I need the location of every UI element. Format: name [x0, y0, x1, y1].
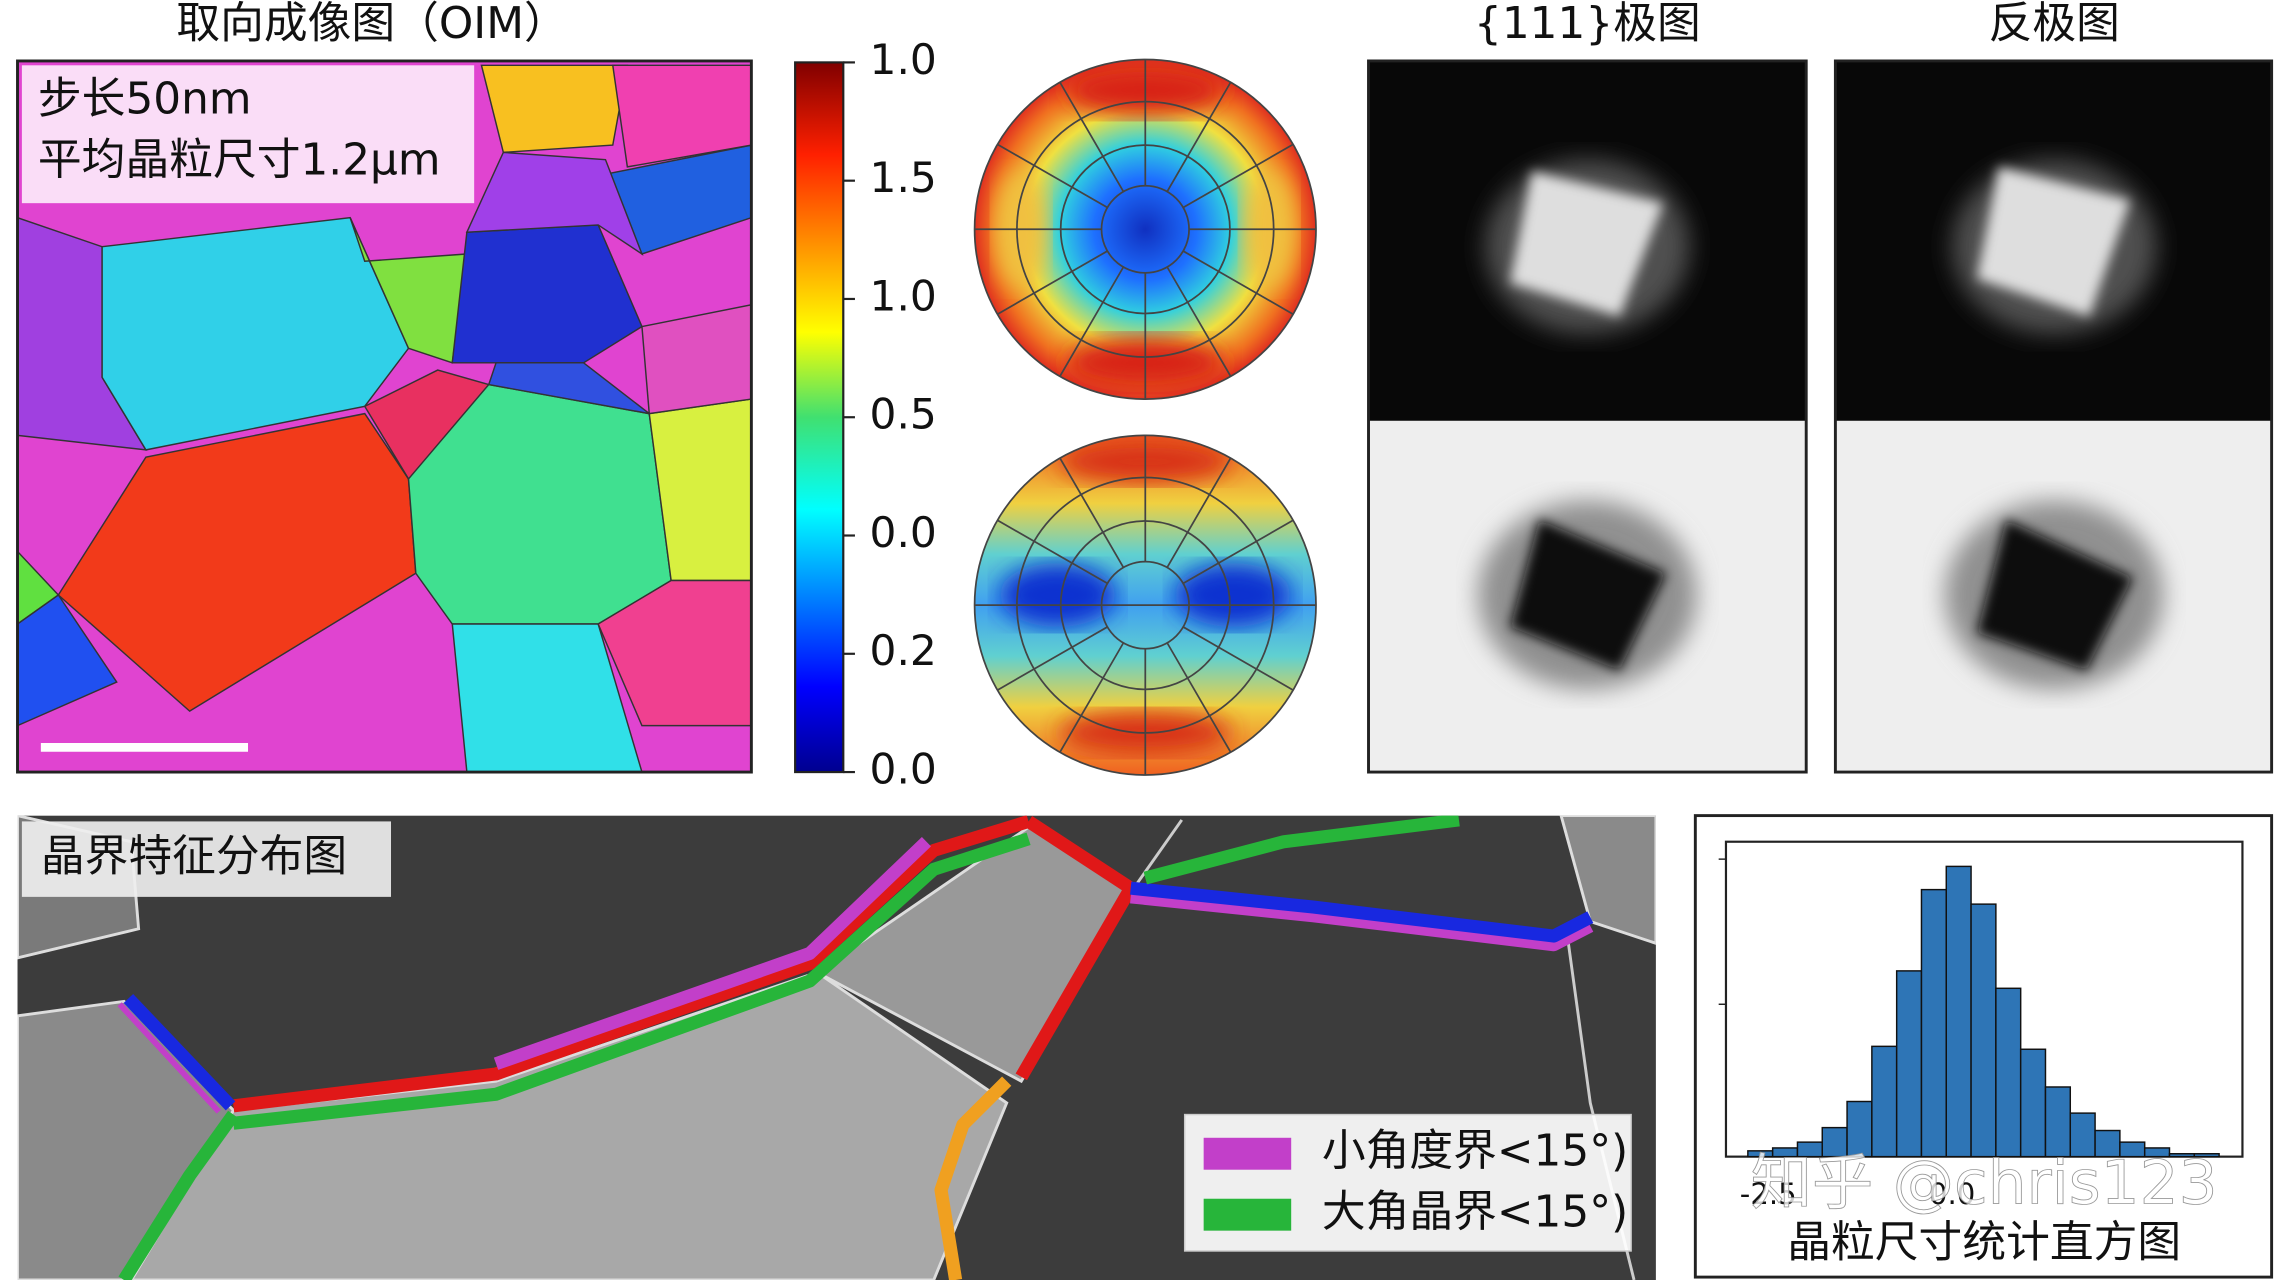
- grid-spoke: [1182, 250, 1294, 315]
- pole-images: [1367, 59, 2274, 774]
- histogram-bar: [2044, 1086, 2072, 1158]
- histogram-bar: [2069, 1112, 2096, 1158]
- oim-label: 平均晶粒尺寸1.2μm: [38, 135, 441, 186]
- histogram-bar: [1920, 888, 1948, 1158]
- pole-figure-title: {111}极图: [1474, 0, 1701, 49]
- legend-swatch: [1203, 1198, 1292, 1231]
- boundary-title: 晶界特征分布图: [41, 831, 347, 882]
- legend-swatch: [1203, 1137, 1292, 1170]
- histogram-bar: [1846, 1100, 1873, 1158]
- histogram-bar: [1945, 865, 1972, 1158]
- histogram-bar: [1970, 903, 1997, 1158]
- grid-spoke: [1059, 642, 1125, 753]
- grid-spoke: [1166, 457, 1232, 568]
- colorbar-tick-label: 1.0: [870, 272, 937, 321]
- colorbar-tick-label: 0.0: [870, 508, 937, 557]
- watermark: 知乎 @chris123: [1751, 1148, 2218, 1219]
- histogram-bar: [2094, 1129, 2121, 1158]
- grid-spoke: [997, 250, 1108, 315]
- histogram-bar: [1895, 970, 1923, 1158]
- grid-spoke: [1166, 81, 1232, 193]
- colorbar-tick-label: 0.2: [870, 626, 937, 675]
- grid-spoke: [1182, 143, 1294, 209]
- grid-spoke: [997, 626, 1108, 691]
- grid-spoke: [1166, 266, 1232, 377]
- colorbar: [794, 61, 845, 774]
- oim-map: [17, 60, 752, 773]
- histogram-bar: [1821, 1126, 1848, 1158]
- grid-spoke: [1059, 266, 1125, 377]
- grid-spoke: [1059, 81, 1125, 193]
- histogram-bar: [2019, 1048, 2047, 1158]
- colorbar-tick-label: 0.5: [870, 390, 937, 439]
- grid-spoke: [1182, 519, 1294, 585]
- pole-grid: [973, 58, 1317, 776]
- x-tick-label: -2.5: [1740, 1177, 1797, 1211]
- colorbar-tick-label: 1.0: [870, 35, 937, 84]
- histogram-bar: [1871, 1045, 1898, 1158]
- x-tick-label: 0.0: [1929, 1177, 1975, 1211]
- grid-spoke: [1182, 626, 1294, 691]
- grid-spoke: [1166, 642, 1232, 753]
- colorbar-tick-label: 1.5: [870, 153, 937, 202]
- histogram-bar: [2193, 1153, 2220, 1158]
- colorbar-tick-label: 0.0: [870, 745, 937, 794]
- grid-spoke: [997, 143, 1108, 209]
- legend-label: 小角度界<15°): [1322, 1126, 1628, 1177]
- histogram-title: 晶粒尺寸统计直方图: [1787, 1217, 2181, 1268]
- inverse-pole-title: 反极图: [1989, 0, 2120, 49]
- oim-title: 取向成像图（OIM）: [176, 0, 567, 49]
- legend-label: 大角晶界<15°): [1322, 1187, 1628, 1238]
- histogram-bar: [1995, 987, 2022, 1158]
- grid-spoke: [1059, 457, 1125, 568]
- oim-label: 步长50nm: [38, 74, 252, 125]
- grid-spoke: [997, 519, 1108, 585]
- oim-frame: [16, 59, 753, 774]
- boundary-map: [17, 815, 1656, 1280]
- histogram-bar: [2143, 1147, 2171, 1158]
